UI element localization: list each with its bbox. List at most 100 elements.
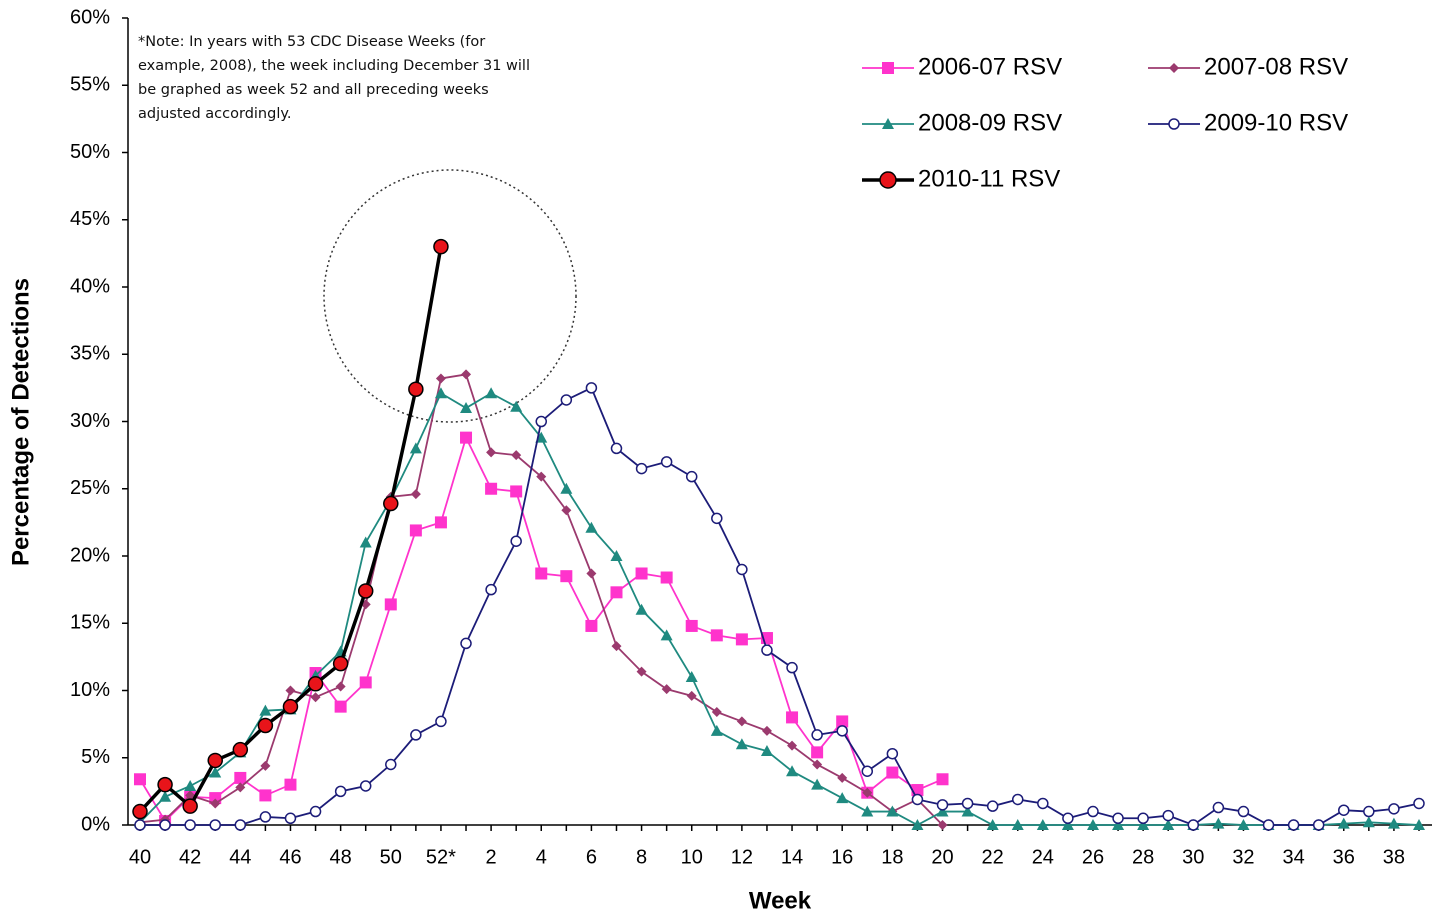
x-tick-label: 12 xyxy=(731,846,753,868)
marker xyxy=(1061,819,1074,830)
marker xyxy=(433,238,449,255)
marker xyxy=(234,771,247,784)
marker xyxy=(184,779,197,791)
y-tick-label: 35% xyxy=(70,343,110,365)
marker xyxy=(1287,819,1300,831)
marker xyxy=(434,516,447,529)
marker xyxy=(410,489,421,500)
marker xyxy=(1137,819,1150,830)
marker xyxy=(886,747,899,760)
marker xyxy=(1413,819,1425,830)
marker xyxy=(359,676,372,689)
marker xyxy=(1413,797,1425,810)
marker xyxy=(535,415,548,428)
marker xyxy=(1212,817,1225,829)
marker xyxy=(409,442,422,454)
marker xyxy=(986,800,999,812)
y-tick-label: 10% xyxy=(70,679,110,701)
x-tick-label: 22 xyxy=(982,846,1004,868)
y-tick-label: 25% xyxy=(70,477,110,499)
marker xyxy=(1011,793,1024,806)
marker xyxy=(259,704,272,716)
marker xyxy=(285,685,296,696)
highlight-circle xyxy=(323,169,577,423)
marker xyxy=(911,793,924,806)
y-tick-label: 0% xyxy=(81,813,110,835)
legend-marker xyxy=(879,171,897,189)
marker xyxy=(961,797,974,810)
marker xyxy=(134,819,146,831)
marker xyxy=(284,778,297,791)
marker xyxy=(561,505,572,516)
marker xyxy=(1337,817,1350,829)
marker xyxy=(157,776,173,793)
legend-marker xyxy=(882,118,894,129)
marker xyxy=(282,698,299,715)
marker xyxy=(1162,819,1175,830)
marker xyxy=(635,462,648,475)
marker xyxy=(1011,819,1024,830)
marker xyxy=(460,431,473,444)
marker xyxy=(710,724,723,736)
x-tick-label: 40 xyxy=(129,846,151,868)
marker xyxy=(235,782,246,793)
marker xyxy=(936,799,949,811)
marker xyxy=(585,619,598,632)
marker xyxy=(636,666,647,677)
marker xyxy=(1237,819,1250,830)
x-tick-label: 6 xyxy=(586,846,597,868)
marker xyxy=(610,586,623,599)
marker xyxy=(811,778,824,790)
marker xyxy=(485,387,498,399)
x-tick-label: 32 xyxy=(1232,846,1254,868)
marker xyxy=(209,766,222,778)
marker xyxy=(811,746,824,759)
legend-label: 2009-10 RSV xyxy=(1204,109,1348,136)
marker xyxy=(660,629,673,641)
series-line xyxy=(139,391,1420,827)
y-axis-title: Percentage of Detections xyxy=(7,278,34,566)
marker xyxy=(735,633,748,646)
marker xyxy=(837,772,848,783)
legend-label: 2010-11 RSV xyxy=(918,165,1060,192)
marker xyxy=(710,629,723,642)
marker xyxy=(257,717,274,734)
marker xyxy=(461,369,472,380)
x-tick-label: 52* xyxy=(426,846,456,868)
marker xyxy=(435,373,446,384)
marker xyxy=(485,583,497,596)
marker xyxy=(357,583,374,599)
note: *Note: In years with 53 CDC Disease Week… xyxy=(138,34,530,122)
marker xyxy=(185,790,196,801)
marker xyxy=(359,780,372,792)
marker xyxy=(234,819,247,831)
marker xyxy=(685,619,698,632)
x-tick-label: 2 xyxy=(486,846,497,868)
marker xyxy=(761,644,773,656)
marker xyxy=(1387,817,1400,829)
marker xyxy=(1062,812,1074,825)
marker xyxy=(334,785,347,798)
x-tick-label: 38 xyxy=(1383,846,1405,868)
marker xyxy=(585,382,598,394)
marker xyxy=(359,536,372,548)
x-tick-label: 50 xyxy=(380,846,402,868)
marker xyxy=(1037,797,1049,810)
y-tick-label: 55% xyxy=(70,74,110,96)
marker xyxy=(510,485,523,498)
y-tick-label: 30% xyxy=(70,410,110,432)
marker xyxy=(309,805,322,818)
legend-label: 2007-08 RSV xyxy=(1204,53,1348,80)
marker xyxy=(1212,801,1225,814)
legend-marker xyxy=(1169,63,1179,73)
x-tick-label: 30 xyxy=(1182,846,1204,868)
marker xyxy=(284,812,297,825)
marker xyxy=(611,641,622,652)
y-tick-label: 50% xyxy=(70,141,110,163)
marker xyxy=(132,803,148,820)
marker xyxy=(310,692,321,703)
series-line xyxy=(138,246,443,813)
legend-marker xyxy=(1168,118,1180,130)
marker xyxy=(787,740,798,751)
